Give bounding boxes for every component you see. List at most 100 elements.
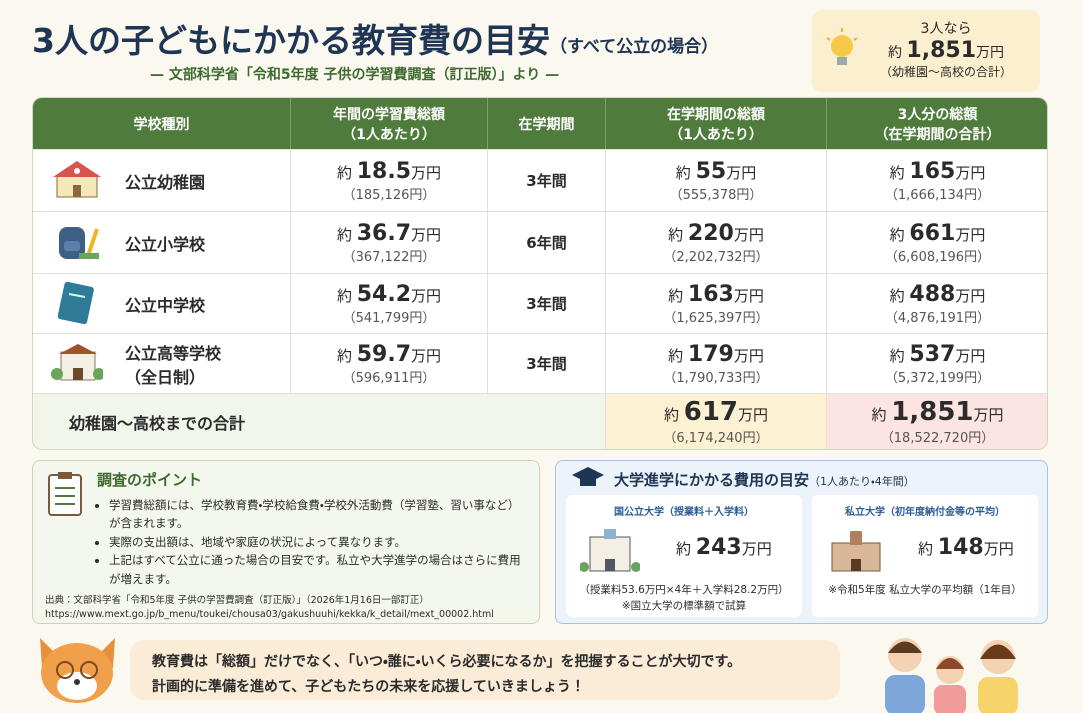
- prefix: 約: [668, 286, 684, 305]
- amount-cell: 約 488万円 （4,876,191円）: [827, 273, 1047, 333]
- amount: 220: [687, 220, 734, 246]
- prefix: 約: [889, 346, 905, 365]
- unit: 万円: [733, 225, 764, 244]
- exact-amount: （5,372,199円）: [884, 370, 991, 386]
- points-list: 学習費総額には、学校教育費・学校給食費・学校外活動費（学習塾、習い事など）が含ま…: [97, 496, 529, 588]
- prefix: 約: [336, 163, 352, 182]
- fox-illustration: [40, 638, 115, 703]
- building-icon: [580, 529, 640, 572]
- prefix: 約: [675, 163, 691, 182]
- exact-amount: （18,522,720円）: [880, 431, 995, 446]
- detail-line: （授業料53.6万円×4年＋入学料28.2万円）: [579, 584, 789, 596]
- amount-line: 約 617万円: [664, 397, 768, 427]
- amount-cell: 約 59.7万円 （596,911円）: [291, 333, 488, 393]
- amount: 661: [909, 220, 956, 246]
- amount-cell: 約 220万円 （2,202,732円）: [606, 211, 827, 273]
- header-line: （在学期間の合計）: [874, 126, 1001, 143]
- column-header: 在学期間: [488, 98, 606, 149]
- period: 3年間: [488, 149, 606, 211]
- prefix: 約: [663, 406, 679, 424]
- school-name: 公立小学校: [125, 231, 205, 255]
- amount-cell: 約 617万円 （6,174,240円）: [606, 393, 827, 449]
- amount-line: 約 488万円: [890, 282, 986, 307]
- amount: 165: [909, 158, 956, 184]
- note: （初年度納付金等の平均）: [885, 507, 1005, 518]
- point-item: 学習費総額には、学校教育費・学校給食費・学校外活動費（学習塾、習い事など）が含ま…: [109, 496, 529, 533]
- unit: 万円: [411, 286, 442, 305]
- amount: 18.5: [356, 158, 412, 184]
- summary-amount: 約 1,851万円: [852, 38, 1040, 63]
- prefix: 約: [889, 163, 905, 182]
- school-name: 公立幼稚園: [125, 169, 205, 193]
- amount-cell: 約 54.2万円 （541,799円）: [291, 273, 488, 333]
- exact-amount: （596,911円）: [342, 370, 436, 386]
- prefix: 約: [668, 225, 684, 244]
- unit: 万円: [733, 346, 764, 365]
- school-cell: 公立中学校: [33, 273, 291, 333]
- amount-cell: 約 1,851万円 （18,522,720円）: [827, 393, 1047, 449]
- column-header: 在学期間の総額 （1人あたり）: [606, 98, 827, 149]
- unit: 万円: [726, 163, 757, 182]
- note: （授業料＋入学料）: [664, 507, 754, 518]
- detail-line: ※国立大学の標準額で試算: [621, 599, 747, 612]
- cost-table: 学校種別 年間の学習費総額 （1人あたり） 在学期間 在学期間の総額 （1人あたり） 3人分…: [32, 97, 1048, 450]
- name: 私立大学: [845, 507, 885, 518]
- school-cell: 公立高等学校 （全日制）: [33, 333, 291, 393]
- unit: 万円: [411, 163, 442, 182]
- title-text: 大学進学にかかる費用の目安: [614, 471, 810, 489]
- unit: 万円: [955, 225, 986, 244]
- name: 国公立大学: [614, 507, 664, 518]
- amount-cell: 約 55万円 （555,378円）: [606, 149, 827, 211]
- school-cell: 公立小学校: [33, 211, 291, 273]
- option-amount: 約 148万円: [918, 535, 1014, 560]
- summary-box: 3人なら 約 1,851万円 （幼稚園〜高校の合計）: [812, 10, 1040, 92]
- exact-amount: （1,666,134円）: [884, 187, 991, 203]
- school-icon: [57, 281, 94, 324]
- university-box: 大学進学にかかる費用の目安（1人あたり・4年間） 国公立大学（授業料＋入学料） 約…: [555, 460, 1048, 624]
- school-name: 公立高等学校 （全日制）: [125, 340, 221, 388]
- header-line: 学校種別: [133, 116, 190, 133]
- amount: 179: [687, 341, 734, 367]
- option-details: （授業料53.6万円×4年＋入学料28.2万円） ※国立大学の標準額で試算: [566, 583, 802, 615]
- message-line: 計画的に準備を進めて、子どもたちの未来を応援していきましょう！: [152, 678, 585, 695]
- message-line: 教育費は「総額」だけでなく、「いつ・誰に・いくら必要になるか」を把握することが大…: [152, 654, 742, 670]
- exact-amount: （6,608,196円）: [884, 249, 991, 265]
- option-details: ※令和5年度 私立大学の平均額（1年目）: [812, 583, 1038, 599]
- bulb-icon: [826, 28, 858, 65]
- amount-cell: 約 165万円 （1,666,134円）: [827, 149, 1047, 211]
- prefix: 約: [336, 286, 352, 305]
- exact-amount: （2,202,732円）: [663, 249, 769, 265]
- column-header: 年間の学習費総額 （1人あたり）: [291, 98, 488, 149]
- name-line: 公立幼稚園: [125, 172, 206, 192]
- amount-cell: 約 179万円 （1,790,733円）: [606, 333, 827, 393]
- header-line: （1人あたり）: [342, 126, 436, 143]
- points-title: 調査のポイント: [97, 471, 203, 489]
- summary-lead: 3人なら: [920, 21, 972, 37]
- source-line: 出典：文部科学省「令和5年度 子供の学習費調査（訂正版）」（2026年1月16日…: [45, 594, 429, 606]
- amount-line: 約 36.7万円: [337, 221, 441, 246]
- school-icon: [53, 160, 101, 197]
- amount-line: 約 1,851万円: [871, 397, 1003, 427]
- amount: 488: [909, 281, 956, 307]
- cap-icon: [572, 467, 604, 486]
- prefix: 約: [668, 346, 684, 365]
- amount: 36.7: [356, 220, 412, 246]
- amount: 54.2: [356, 281, 412, 307]
- amount-line: 約 163万円: [668, 282, 764, 307]
- unit: 万円: [738, 406, 769, 424]
- name-line: 公立中学校: [125, 295, 206, 315]
- header-line: 3人分の総額: [897, 106, 978, 123]
- amount-line: 約 55万円: [676, 159, 756, 184]
- school-cell: 公立幼稚園: [33, 149, 291, 211]
- name-line: 公立高等学校: [125, 343, 222, 363]
- exact-amount: （555,378円）: [669, 187, 763, 203]
- amount-cell: 約 537万円 （5,372,199円）: [827, 333, 1047, 393]
- sum-label: 幼稚園〜高校までの合計: [33, 393, 606, 449]
- school-icon: [51, 343, 103, 380]
- clipboard-icon: [48, 472, 82, 516]
- unit: 万円: [733, 286, 764, 305]
- amount-line: 約 220万円: [668, 221, 764, 246]
- header-line: 在学期間: [518, 116, 575, 133]
- prefix: 約: [871, 406, 887, 424]
